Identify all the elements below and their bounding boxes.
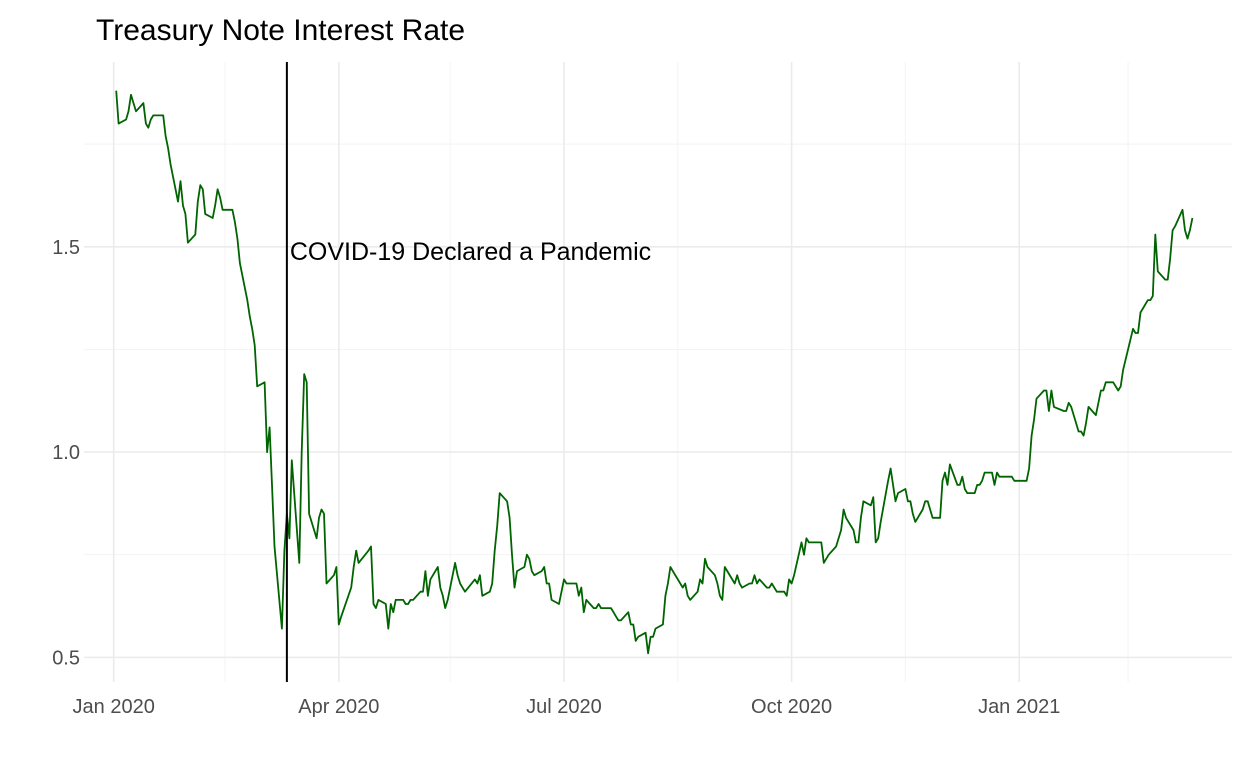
chart-title: Treasury Note Interest Rate <box>96 14 465 47</box>
minor-gridlines <box>84 62 1232 682</box>
series-group <box>115 90 1194 655</box>
y-tick-label: 1.0 <box>52 442 80 464</box>
y-axis: 0.5 1.0 1.5 <box>52 237 80 670</box>
x-tick-label: Jan 2021 <box>978 696 1060 718</box>
x-axis: Jan 2020 Apr 2020 Jul 2020 Oct 2020 Jan 2021 <box>73 696 1061 718</box>
x-tick-label: Apr 2020 <box>298 696 379 718</box>
y-tick-label: 1.5 <box>52 237 80 259</box>
x-tick-label: Jul 2020 <box>526 696 602 718</box>
pandemic-annotation-label: COVID-19 Declared a Pandemic <box>290 238 651 266</box>
x-tick-label: Oct 2020 <box>751 696 832 718</box>
y-tick-label: 0.5 <box>52 647 80 669</box>
series-line <box>115 90 1194 655</box>
x-tick-label: Jan 2020 <box>73 696 155 718</box>
